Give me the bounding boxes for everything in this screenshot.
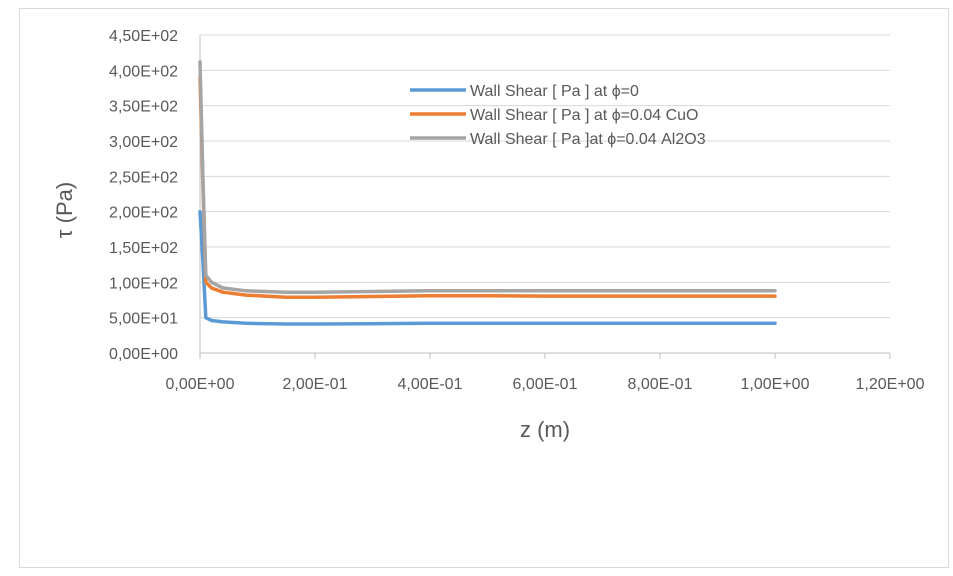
series-line-3 — [198, 60, 777, 294]
x-tick-label: 0,00E+00 — [166, 376, 235, 393]
x-tick-label: 2,00E-01 — [283, 376, 348, 393]
series-line-1 — [198, 209, 777, 326]
legend-label-2: Wall Shear [ Pa ] at ϕ=0.04 CuO — [470, 107, 698, 124]
y-axis-title: τ (Pa) — [52, 182, 77, 238]
x-axis-title: z (m) — [520, 417, 570, 442]
y-tick-label: 3,50E+02 — [109, 99, 178, 116]
legend: Wall Shear [ Pa ] at ϕ=0 Wall Shear [ Pa … — [410, 83, 706, 148]
y-tick-label: 5,00E+01 — [109, 311, 178, 328]
y-tick-label: 1,00E+02 — [109, 275, 178, 292]
y-tick-label: 0,00E+00 — [109, 346, 178, 363]
grid-layer — [200, 34, 890, 319]
y-tick-label: 4,00E+02 — [109, 63, 178, 80]
legend-label-3: Wall Shear [ Pa ]at ϕ=0.04 Al2O3 — [470, 131, 706, 148]
x-tick-label: 8,00E-01 — [628, 376, 693, 393]
legend-label-1: Wall Shear [ Pa ] at ϕ=0 — [470, 83, 639, 100]
x-tick-label: 1,00E+00 — [741, 376, 810, 393]
x-tick-label: 4,00E-01 — [398, 376, 463, 393]
series-line-2 — [198, 75, 777, 299]
y-tick-label: 3,00E+02 — [109, 134, 178, 151]
tick-label-layer: 0,00E+00 5,00E+01 1,00E+02 1,50E+02 2,00E+02… — [109, 28, 925, 393]
y-tick-label: 4,50E+02 — [109, 28, 178, 45]
y-tick-label: 1,50E+02 — [109, 240, 178, 257]
y-tick-label: 2,50E+02 — [109, 169, 178, 186]
series-layer — [198, 60, 777, 326]
chart-border — [19, 8, 949, 568]
x-tick-label: 6,00E-01 — [513, 376, 578, 393]
y-tick-label: 2,00E+02 — [109, 205, 178, 222]
x-tick-label: 1,20E+00 — [856, 376, 925, 393]
